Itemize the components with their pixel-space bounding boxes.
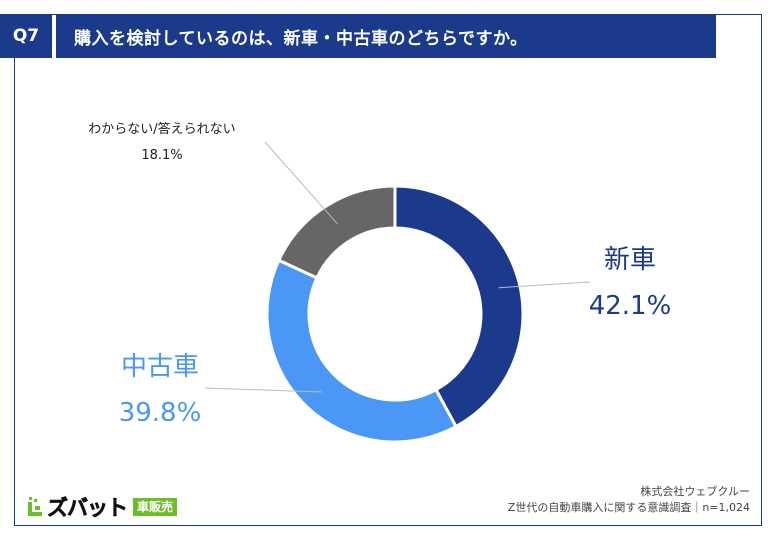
- zubat-logo: ズバット 車販売: [26, 494, 178, 521]
- label-chukosha-value: 39.8%: [119, 398, 202, 428]
- logo-name: ズバット: [47, 496, 129, 521]
- leader-line-chukosha: [204, 387, 322, 393]
- leader-line-shinsha: [498, 281, 591, 289]
- logo-tag: 車販売: [133, 498, 178, 516]
- label-unknown-name: わからない/答えられない: [88, 121, 235, 137]
- question-title: 購入を検討しているのは、新車・中古車のどちらですか。: [56, 14, 716, 58]
- leader-line-unknown: [264, 141, 338, 225]
- question-number-badge: Q7: [0, 14, 52, 58]
- logo-mark-icon: [26, 496, 44, 518]
- label-shinsha-name: 新車: [604, 245, 656, 275]
- label-shinsha-value: 42.1%: [589, 291, 672, 321]
- label-chukosha-name: 中古車: [121, 352, 199, 382]
- footer-survey-note: Z世代の自動車購入に関する意識調査｜n=1,024: [507, 501, 750, 514]
- slice-chukosha: [265, 258, 458, 444]
- label-unknown-value: 18.1%: [141, 148, 182, 163]
- slice-unknown: [276, 184, 397, 280]
- footer-company: 株式会社ウェブクルー: [640, 485, 750, 498]
- slice-shinsha: [393, 184, 525, 429]
